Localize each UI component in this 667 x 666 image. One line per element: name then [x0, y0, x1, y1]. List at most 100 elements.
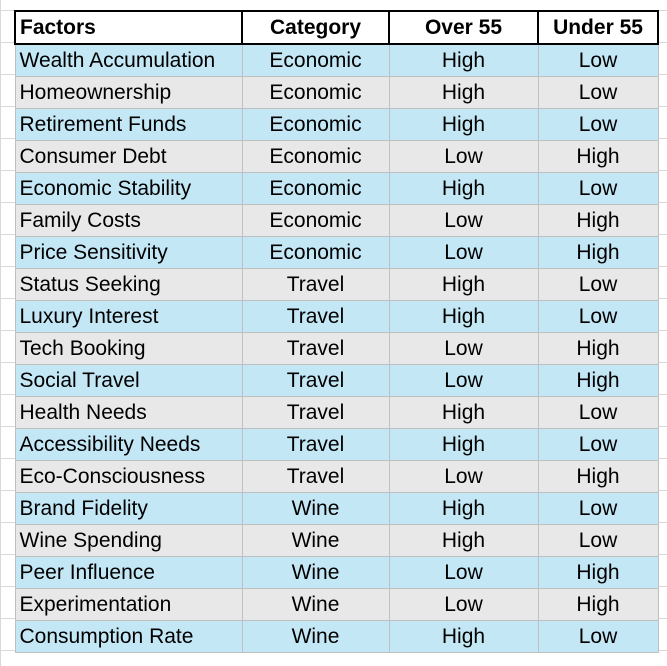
- category-cell[interactable]: Wine: [241, 492, 390, 525]
- header-factors[interactable]: Factors: [14, 10, 243, 45]
- factor-cell[interactable]: Economic Stability: [14, 172, 243, 205]
- over-55-cell[interactable]: High: [388, 76, 539, 109]
- factor-cell[interactable]: Tech Booking: [14, 332, 243, 365]
- table-row: Eco-Consciousness Travel Low High: [14, 460, 659, 493]
- table-row: Wealth Accumulation Economic High Low: [14, 43, 659, 77]
- category-cell[interactable]: Economic: [241, 43, 390, 77]
- factor-cell[interactable]: Family Costs: [14, 204, 243, 237]
- under-55-cell[interactable]: High: [537, 204, 659, 237]
- category-cell[interactable]: Travel: [241, 396, 390, 429]
- table-row: Family Costs Economic Low High: [14, 204, 659, 237]
- category-cell[interactable]: Travel: [241, 460, 390, 493]
- category-cell[interactable]: Economic: [241, 172, 390, 205]
- table-row: Luxury Interest Travel High Low: [14, 300, 659, 333]
- under-55-cell[interactable]: Low: [537, 172, 659, 205]
- under-55-cell[interactable]: Low: [537, 268, 659, 301]
- factor-cell[interactable]: Luxury Interest: [14, 300, 243, 333]
- table-row: Price Sensitivity Economic Low High: [14, 236, 659, 269]
- over-55-cell[interactable]: Low: [388, 204, 539, 237]
- under-55-cell[interactable]: Low: [537, 428, 659, 461]
- factors-table-container: Factors Category Over 55 Under 55 Wealth…: [14, 10, 659, 653]
- over-55-cell[interactable]: High: [388, 620, 539, 653]
- category-cell[interactable]: Travel: [241, 332, 390, 365]
- under-55-cell[interactable]: High: [537, 140, 659, 173]
- factor-cell[interactable]: Consumer Debt: [14, 140, 243, 173]
- under-55-cell[interactable]: High: [537, 556, 659, 589]
- factor-cell[interactable]: Retirement Funds: [14, 108, 243, 141]
- over-55-cell[interactable]: Low: [388, 236, 539, 269]
- factor-cell[interactable]: Experimentation: [14, 588, 243, 621]
- table-row: Accessibility Needs Travel High Low: [14, 428, 659, 461]
- under-55-cell[interactable]: Low: [537, 108, 659, 141]
- category-cell[interactable]: Wine: [241, 588, 390, 621]
- under-55-cell[interactable]: High: [537, 364, 659, 397]
- under-55-cell[interactable]: Low: [537, 76, 659, 109]
- category-cell[interactable]: Wine: [241, 620, 390, 653]
- table-row: Status Seeking Travel High Low: [14, 268, 659, 301]
- under-55-cell[interactable]: Low: [537, 300, 659, 333]
- factor-cell[interactable]: Consumption Rate: [14, 620, 243, 653]
- over-55-cell[interactable]: Low: [388, 460, 539, 493]
- over-55-cell[interactable]: High: [388, 172, 539, 205]
- under-55-cell[interactable]: High: [537, 332, 659, 365]
- over-55-cell[interactable]: High: [388, 428, 539, 461]
- header-under-55[interactable]: Under 55: [537, 10, 659, 45]
- over-55-cell[interactable]: High: [388, 108, 539, 141]
- over-55-cell[interactable]: Low: [388, 364, 539, 397]
- under-55-cell[interactable]: High: [537, 460, 659, 493]
- category-cell[interactable]: Economic: [241, 140, 390, 173]
- factor-cell[interactable]: Eco-Consciousness: [14, 460, 243, 493]
- category-cell[interactable]: Economic: [241, 236, 390, 269]
- factor-cell[interactable]: Homeownership: [14, 76, 243, 109]
- factor-cell[interactable]: Wine Spending: [14, 524, 243, 557]
- category-cell[interactable]: Economic: [241, 204, 390, 237]
- factors-table: Factors Category Over 55 Under 55 Wealth…: [14, 10, 659, 653]
- category-cell[interactable]: Travel: [241, 364, 390, 397]
- over-55-cell[interactable]: Low: [388, 556, 539, 589]
- table-row: Consumption Rate Wine High Low: [14, 620, 659, 653]
- category-cell[interactable]: Travel: [241, 300, 390, 333]
- under-55-cell[interactable]: High: [537, 236, 659, 269]
- header-category[interactable]: Category: [241, 10, 390, 45]
- under-55-cell[interactable]: Low: [537, 492, 659, 525]
- over-55-cell[interactable]: Low: [388, 332, 539, 365]
- over-55-cell[interactable]: High: [388, 396, 539, 429]
- table-row: Social Travel Travel Low High: [14, 364, 659, 397]
- category-cell[interactable]: Wine: [241, 524, 390, 557]
- factor-cell[interactable]: Status Seeking: [14, 268, 243, 301]
- over-55-cell[interactable]: High: [388, 43, 539, 77]
- under-55-cell[interactable]: Low: [537, 396, 659, 429]
- under-55-cell[interactable]: Low: [537, 43, 659, 77]
- table-row: Homeownership Economic High Low: [14, 76, 659, 109]
- over-55-cell[interactable]: Low: [388, 588, 539, 621]
- table-row: Experimentation Wine Low High: [14, 588, 659, 621]
- factor-cell[interactable]: Health Needs: [14, 396, 243, 429]
- table-row: Peer Influence Wine Low High: [14, 556, 659, 589]
- table-row: Brand Fidelity Wine High Low: [14, 492, 659, 525]
- category-cell[interactable]: Wine: [241, 556, 390, 589]
- factor-cell[interactable]: Price Sensitivity: [14, 236, 243, 269]
- category-cell[interactable]: Travel: [241, 268, 390, 301]
- factor-cell[interactable]: Brand Fidelity: [14, 492, 243, 525]
- table-row: Health Needs Travel High Low: [14, 396, 659, 429]
- over-55-cell[interactable]: High: [388, 492, 539, 525]
- table-row: Wine Spending Wine High Low: [14, 524, 659, 557]
- over-55-cell[interactable]: High: [388, 524, 539, 557]
- under-55-cell[interactable]: Low: [537, 524, 659, 557]
- header-over-55[interactable]: Over 55: [388, 10, 539, 45]
- table-row: Consumer Debt Economic Low High: [14, 140, 659, 173]
- category-cell[interactable]: Travel: [241, 428, 390, 461]
- under-55-cell[interactable]: Low: [537, 620, 659, 653]
- factor-cell[interactable]: Social Travel: [14, 364, 243, 397]
- table-row: Retirement Funds Economic High Low: [14, 108, 659, 141]
- table-body: Wealth Accumulation Economic High Low Homeow…: [14, 43, 659, 653]
- over-55-cell[interactable]: High: [388, 268, 539, 301]
- factor-cell[interactable]: Accessibility Needs: [14, 428, 243, 461]
- under-55-cell[interactable]: High: [537, 588, 659, 621]
- category-cell[interactable]: Economic: [241, 108, 390, 141]
- over-55-cell[interactable]: High: [388, 300, 539, 333]
- factor-cell[interactable]: Wealth Accumulation: [14, 43, 243, 77]
- category-cell[interactable]: Economic: [241, 76, 390, 109]
- factor-cell[interactable]: Peer Influence: [14, 556, 243, 589]
- over-55-cell[interactable]: Low: [388, 140, 539, 173]
